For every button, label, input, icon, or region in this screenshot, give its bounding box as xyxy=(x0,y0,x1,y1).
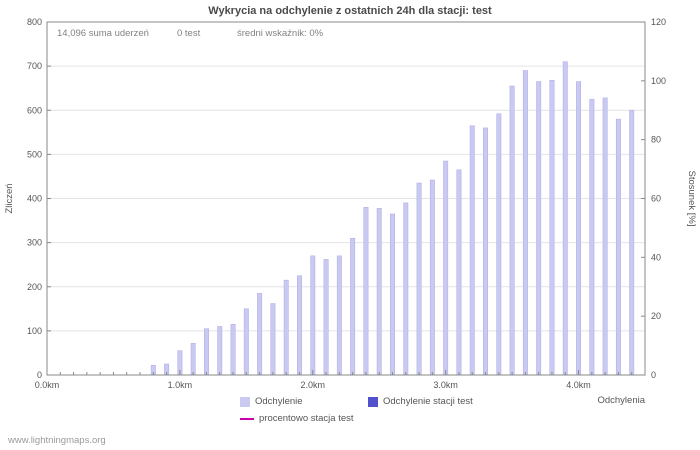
bar xyxy=(230,324,236,376)
bar xyxy=(469,125,475,376)
y-tick-label: 200 xyxy=(27,282,42,292)
legend-line-swatch-procentowo xyxy=(240,417,254,420)
x-tick-label: 2.0km xyxy=(301,380,326,390)
bar xyxy=(270,303,276,376)
bar xyxy=(217,326,223,376)
bar xyxy=(483,127,488,376)
bar xyxy=(549,79,555,376)
y2-tick-label: 100 xyxy=(651,76,666,86)
bar xyxy=(629,110,635,376)
stat-station-count: 0 test xyxy=(177,28,201,39)
y-tick-label: 300 xyxy=(27,238,42,248)
x-axis-title: Odchylenia xyxy=(597,395,645,406)
y-tick-label: 700 xyxy=(27,61,42,71)
bar xyxy=(562,61,568,376)
y-tick-label: 100 xyxy=(27,326,42,336)
stat-mean-ratio: średni wskaźnik: 0% xyxy=(237,28,324,39)
bar xyxy=(589,98,595,376)
bar xyxy=(390,213,395,376)
bar xyxy=(416,182,422,376)
y-axis-title: Zliczeń xyxy=(4,183,15,213)
bar xyxy=(310,255,316,376)
y2-tick-label: 80 xyxy=(651,135,661,145)
legend-label-procentowo: procentowo stacja test xyxy=(259,413,354,424)
bar xyxy=(443,160,449,376)
y-tick-label: 400 xyxy=(27,194,42,204)
bar xyxy=(190,342,196,376)
legend-item-odchylenie-stacji: Odchylenie stacji test xyxy=(368,396,473,407)
y-tick-label: 800 xyxy=(27,17,42,27)
stat-total-strikes: 14,096 suma uderzeń xyxy=(57,28,149,39)
bar xyxy=(456,169,462,376)
x-tick-label: 0.0km xyxy=(35,380,60,390)
bar xyxy=(509,85,515,376)
bar xyxy=(522,70,528,376)
x-tick-label: 3.0km xyxy=(433,380,458,390)
legend-item-procentowo: procentowo stacja test xyxy=(240,413,354,424)
bar xyxy=(297,275,302,376)
y2-tick-label: 60 xyxy=(651,194,661,204)
x-tick-label: 1.0km xyxy=(168,380,193,390)
legend-label-odchylenie: Odchylenie xyxy=(255,396,303,407)
bar xyxy=(536,81,542,376)
watermark-url: www.lightningmaps.org xyxy=(8,435,106,446)
y2-tick-label: 20 xyxy=(651,311,661,321)
y-tick-label: 500 xyxy=(27,149,42,159)
legend-swatch-odchylenie-stacji xyxy=(368,396,378,407)
y2-axis-title: Stosunek [%] xyxy=(686,171,697,227)
bar xyxy=(243,308,249,376)
legend-swatch-odchylenie xyxy=(240,396,250,407)
y-tick-label: 0 xyxy=(37,370,42,380)
x-tick-label: 4.0km xyxy=(566,380,591,390)
bar xyxy=(576,81,582,376)
bar xyxy=(615,118,621,376)
chart-title: Wykrycia na odchylenie z ostatnich 24h d… xyxy=(208,5,492,17)
y-tick-label: 600 xyxy=(27,105,42,115)
bar xyxy=(602,97,608,376)
legend-item-odchylenie: Odchylenie xyxy=(240,396,303,407)
bar xyxy=(429,179,435,376)
bar xyxy=(204,328,209,376)
y2-tick-label: 120 xyxy=(651,17,666,27)
bar xyxy=(283,279,289,376)
bar xyxy=(403,202,409,376)
bar xyxy=(257,293,263,376)
y2-tick-label: 0 xyxy=(651,370,656,380)
bar xyxy=(350,237,356,376)
bar xyxy=(496,113,502,376)
bar xyxy=(363,207,369,376)
bar xyxy=(376,207,382,376)
bar xyxy=(323,259,329,376)
legend-label-odchylenie-stacji: Odchylenie stacji test xyxy=(383,396,473,407)
y2-tick-label: 40 xyxy=(651,252,661,262)
bar xyxy=(336,255,342,376)
